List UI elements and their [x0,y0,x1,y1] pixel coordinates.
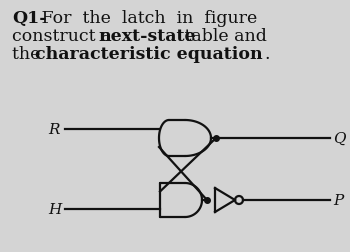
Text: next-state: next-state [98,28,196,45]
Text: characteristic equation: characteristic equation [35,46,262,63]
Text: table and: table and [179,28,267,45]
Text: R: R [48,123,60,137]
Text: Q1-: Q1- [12,10,47,27]
Text: the: the [12,46,46,63]
Text: For  the  latch  in  figure: For the latch in figure [36,10,257,27]
Text: H: H [48,203,61,216]
Text: Q: Q [333,132,345,146]
Text: construct a: construct a [12,28,117,45]
Text: P: P [333,194,343,208]
Text: .: . [264,46,270,63]
